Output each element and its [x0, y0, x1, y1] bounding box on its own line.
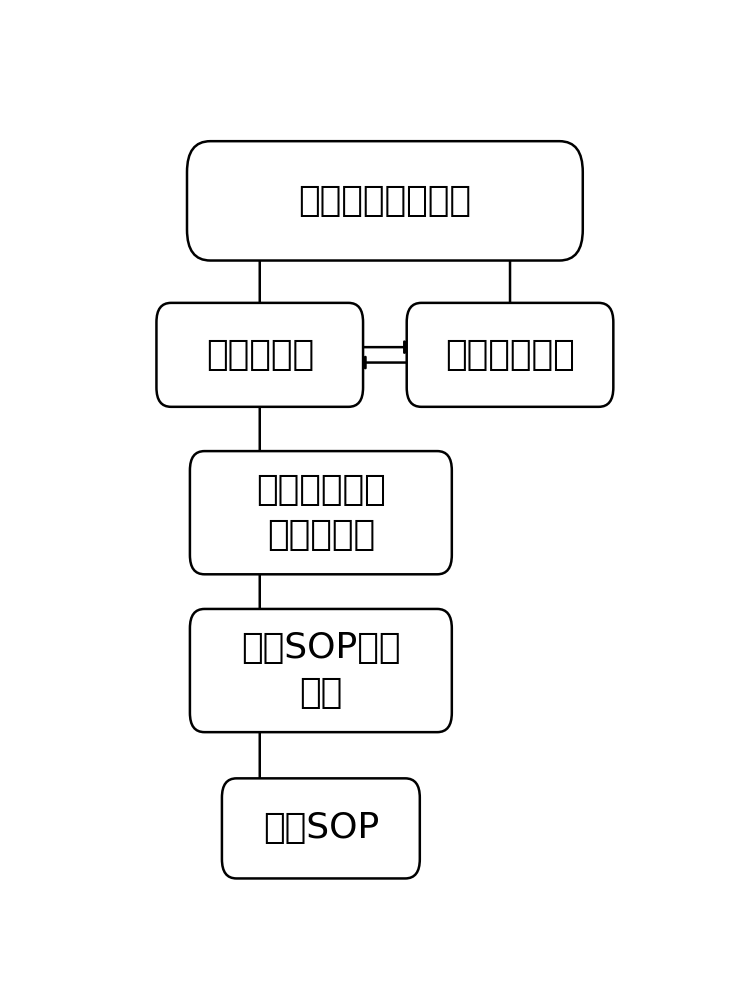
FancyBboxPatch shape — [407, 303, 614, 407]
FancyBboxPatch shape — [222, 778, 420, 878]
Text: 电池参数采集平台: 电池参数采集平台 — [298, 184, 472, 218]
FancyBboxPatch shape — [187, 141, 583, 261]
Text: 正负极峰值电
流计算模块: 正负极峰值电 流计算模块 — [256, 473, 386, 552]
FancyBboxPatch shape — [190, 451, 452, 574]
Text: 参数辨识系统: 参数辨识系统 — [445, 338, 575, 372]
Text: 电化学模型: 电化学模型 — [206, 338, 314, 372]
FancyBboxPatch shape — [190, 609, 452, 732]
FancyBboxPatch shape — [156, 303, 363, 407]
Text: 电池SOP: 电池SOP — [263, 811, 379, 845]
Text: 电池SOP计算
模块: 电池SOP计算 模块 — [241, 631, 400, 710]
